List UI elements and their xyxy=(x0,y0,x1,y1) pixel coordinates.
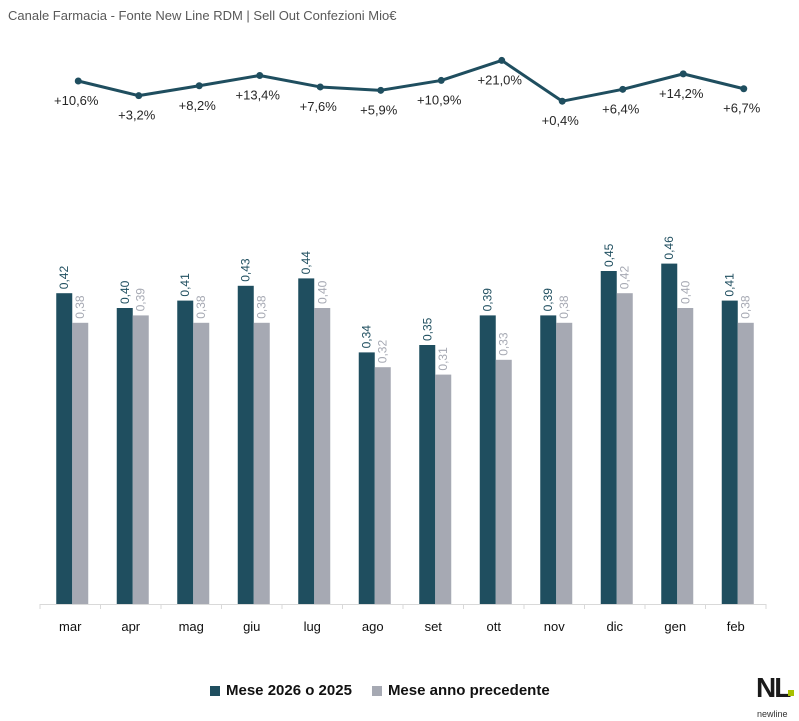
bar-data-label: 0,44 xyxy=(299,251,313,275)
growth-label: +6,4% xyxy=(602,101,640,116)
bar-data-label: 0,42 xyxy=(618,266,632,290)
bar-current xyxy=(600,271,617,604)
bar-data-label: 0,38 xyxy=(739,295,753,319)
bar-data-label: 0,45 xyxy=(602,243,616,267)
legend-item-previous: Mese anno precedente xyxy=(371,682,550,699)
bar-data-label: 0,39 xyxy=(481,288,495,312)
bar-previous xyxy=(495,359,512,604)
bar-data-label: 0,34 xyxy=(360,325,374,349)
bar-current xyxy=(479,315,496,604)
bar-data-label: 0,40 xyxy=(678,280,692,304)
bar-current xyxy=(661,263,678,604)
bar-data-label: 0,38 xyxy=(557,295,571,319)
growth-label: +10,6% xyxy=(54,93,99,108)
chart-title: Canale Farmacia - Fonte New Line RDM | S… xyxy=(8,8,397,23)
bar-previous xyxy=(556,322,573,604)
growth-point xyxy=(437,76,445,84)
bar-previous xyxy=(374,367,391,604)
bar-previous xyxy=(435,374,452,604)
x-tick-label: ago xyxy=(362,619,384,634)
bar-data-label: 0,39 xyxy=(541,288,555,312)
growth-line xyxy=(77,58,745,103)
legend-swatch-current xyxy=(210,685,220,696)
bar-previous xyxy=(132,315,149,604)
bar-current xyxy=(298,278,315,604)
newline-logo: NL newline xyxy=(756,672,794,719)
growth-label: +14,2% xyxy=(659,86,704,101)
x-tick-label: dic xyxy=(606,619,623,634)
x-tick-label: feb xyxy=(727,619,745,634)
growth-label: +6,7% xyxy=(723,101,761,116)
legend-swatch-previous xyxy=(371,685,382,696)
bar-current xyxy=(116,308,133,604)
growth-label: +0,4% xyxy=(542,113,580,128)
x-tick-label: giu xyxy=(243,619,260,634)
bar-current xyxy=(358,352,375,604)
x-tick-label: nov xyxy=(544,619,565,634)
bar-data-label: 0,38 xyxy=(73,295,87,319)
svg-text:newline: newline xyxy=(757,709,788,719)
growth-point xyxy=(740,85,748,93)
growth-label: +21,0% xyxy=(478,72,523,87)
bar-previous xyxy=(677,308,694,604)
legend-label-current: Mese 2026 o 2025 xyxy=(226,682,352,699)
legend-label-previous: Mese anno precedente xyxy=(387,682,550,699)
bar-data-label: 0,46 xyxy=(662,236,676,260)
x-tick-label: apr xyxy=(121,619,140,634)
svg-text:NL: NL xyxy=(756,672,791,703)
x-tick-label: gen xyxy=(664,619,686,634)
bar-previous xyxy=(314,308,331,604)
bar-data-label: 0,31 xyxy=(436,347,450,371)
growth-label: +10,9% xyxy=(417,92,462,107)
bar-previous xyxy=(737,322,754,604)
growth-point xyxy=(195,82,203,90)
legend-item-current: Mese 2026 o 2025 xyxy=(210,682,352,699)
growth-point xyxy=(377,86,385,94)
growth-label: +7,6% xyxy=(300,99,338,114)
x-tick-label: set xyxy=(425,619,443,634)
bar-data-label: 0,43 xyxy=(239,258,253,282)
growth-label: +8,2% xyxy=(179,98,217,113)
bar-previous xyxy=(193,322,210,604)
bar-data-label: 0,40 xyxy=(315,280,329,304)
bar-current xyxy=(56,293,73,604)
bar-data-label: 0,32 xyxy=(376,340,390,364)
bar-previous xyxy=(72,322,89,604)
bar-data-label: 0,38 xyxy=(255,295,269,319)
growth-point xyxy=(619,85,627,93)
x-tick-label: ott xyxy=(487,619,502,634)
x-tick-label: mar xyxy=(59,619,82,634)
bar-current xyxy=(177,300,194,604)
growth-point xyxy=(316,83,324,91)
x-tick-label: lug xyxy=(304,619,321,634)
growth-label: +13,4% xyxy=(236,87,281,102)
x-tick-label: mag xyxy=(179,619,204,634)
bar-data-label: 0,39 xyxy=(134,288,148,312)
bar-data-label: 0,41 xyxy=(723,273,737,297)
bar-current xyxy=(721,300,738,604)
growth-point xyxy=(256,71,264,79)
growth-point xyxy=(679,70,687,78)
growth-label: +5,9% xyxy=(360,102,398,117)
bar-data-label: 0,38 xyxy=(194,295,208,319)
bar-previous xyxy=(616,293,633,604)
bar-data-label: 0,35 xyxy=(420,317,434,341)
bar-previous xyxy=(253,322,270,604)
growth-point xyxy=(135,92,143,100)
growth-label: +3,2% xyxy=(118,108,156,123)
bar-current xyxy=(419,345,436,604)
growth-point xyxy=(558,97,566,105)
bar-data-label: 0,33 xyxy=(497,332,511,356)
bar-current xyxy=(237,285,254,604)
bar-data-label: 0,41 xyxy=(178,273,192,297)
bar-data-label: 0,42 xyxy=(57,266,71,290)
bar-data-label: 0,40 xyxy=(118,280,132,304)
bar-current xyxy=(540,315,557,604)
growth-point xyxy=(498,56,506,64)
growth-point xyxy=(74,77,82,85)
legend: Mese 2026 o 2025 Mese anno precedente xyxy=(210,682,550,699)
